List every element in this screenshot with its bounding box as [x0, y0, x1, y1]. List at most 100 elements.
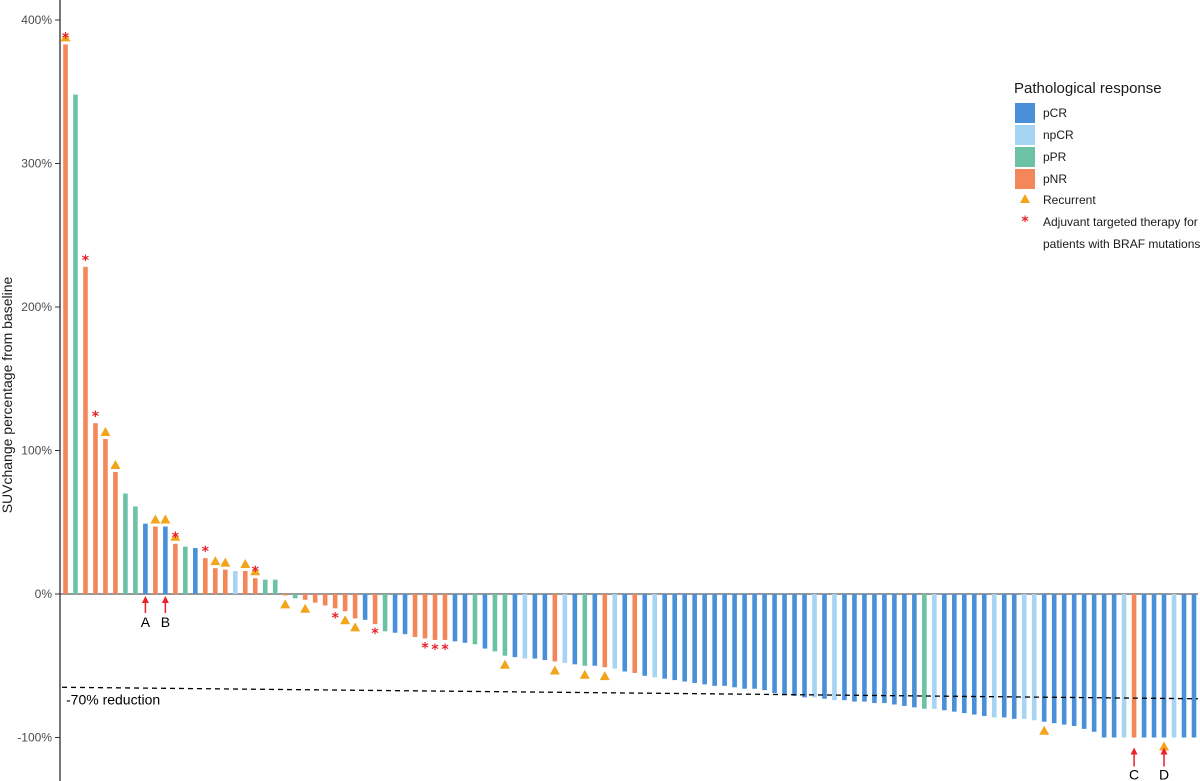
bar	[322, 594, 328, 606]
bar	[552, 594, 558, 662]
adjuvant-marker: *	[202, 544, 210, 560]
bar	[971, 594, 977, 715]
recurrent-marker	[499, 659, 510, 669]
bar	[282, 594, 288, 596]
arrow-label: C	[1129, 767, 1139, 781]
recurrent-marker	[240, 559, 251, 569]
bar	[1161, 594, 1167, 738]
bar	[392, 594, 398, 633]
y-tick-label: 100%	[21, 444, 52, 458]
bar	[123, 493, 128, 594]
bar	[702, 594, 707, 685]
legend-label-adjuvant-2: patients with BRAF mutations	[1043, 237, 1200, 251]
bar	[73, 94, 78, 595]
bar	[492, 594, 498, 652]
bar	[432, 594, 438, 640]
bar	[242, 571, 248, 594]
legend-title: Pathological response	[1014, 80, 1162, 97]
adjuvant-marker: *	[252, 564, 260, 580]
bar	[612, 594, 618, 669]
bar	[642, 594, 648, 676]
bar	[682, 594, 687, 682]
bar	[252, 578, 258, 594]
adjuvant-marker: *	[421, 640, 429, 656]
bar	[113, 472, 118, 594]
arrow-label: A	[141, 614, 151, 630]
bar	[133, 506, 138, 594]
bar	[163, 526, 168, 594]
y-axis: 400% 300% 200% 100% 0% -100% SUVchange percen…	[0, 0, 61, 781]
legend-label-adjuvant-1: Adjuvant targeted therapy for	[1043, 215, 1198, 229]
bar	[1061, 594, 1067, 725]
legend-label-ppr: pPR	[1043, 150, 1067, 164]
bar	[1041, 594, 1047, 722]
recurrent-marker	[250, 566, 261, 576]
adjuvant-marker: *	[331, 610, 339, 626]
arrow-head	[141, 596, 149, 603]
bar	[342, 594, 348, 612]
bar	[922, 594, 927, 709]
recurrent-marker	[160, 514, 171, 524]
legend-swatch-ppr	[1015, 147, 1035, 167]
y-tick-label: 300%	[21, 157, 52, 171]
bar	[93, 423, 98, 594]
recurrent-marker	[340, 615, 351, 625]
recurrent-marker	[579, 669, 590, 679]
legend-label-pnr: pNR	[1043, 172, 1067, 186]
recurrent-marker	[170, 531, 181, 541]
recurrent-marker	[1159, 741, 1170, 751]
legend-recurrent-icon	[1020, 194, 1030, 203]
bar	[1171, 594, 1177, 738]
bar	[542, 594, 548, 661]
bar	[732, 594, 737, 688]
bar	[862, 594, 867, 702]
adjuvant-marker: *	[92, 409, 100, 425]
bar	[83, 266, 88, 594]
adjuvant-marker: *	[172, 530, 180, 546]
bar	[362, 594, 368, 620]
bar	[892, 594, 897, 705]
bar	[173, 543, 178, 594]
legend-label-npcr: npCR	[1043, 128, 1074, 142]
bar	[63, 44, 68, 594]
y-tick-label: 200%	[21, 300, 52, 314]
recurrent-marker	[350, 622, 361, 632]
bar	[652, 594, 658, 678]
y-tick-label: 400%	[21, 13, 52, 27]
bar	[852, 594, 857, 702]
arrow-c: C	[1129, 747, 1139, 781]
arrow-head	[1130, 747, 1138, 755]
bar	[292, 594, 298, 599]
bar	[582, 594, 588, 666]
bar	[602, 594, 608, 668]
bar	[722, 594, 727, 686]
reference-line	[61, 686, 1199, 700]
bar	[1151, 594, 1157, 738]
bar	[802, 594, 807, 698]
bar	[562, 594, 568, 663]
bar	[1091, 594, 1097, 732]
bar	[352, 594, 358, 619]
bar	[143, 523, 148, 594]
bar	[452, 594, 458, 642]
bar	[1011, 594, 1017, 719]
y-tick-label: -100%	[17, 731, 52, 745]
bar	[372, 594, 378, 625]
arrow-label: D	[1159, 767, 1169, 781]
bar	[512, 594, 518, 658]
bar	[482, 594, 488, 649]
bar	[772, 594, 777, 694]
bar	[422, 594, 428, 639]
bar	[742, 594, 747, 689]
bar	[532, 594, 538, 659]
adjuvant-marker: *	[62, 30, 70, 46]
bar	[183, 546, 188, 594]
bar	[932, 594, 937, 709]
bar	[332, 594, 338, 609]
bar	[213, 568, 218, 594]
bar	[1191, 594, 1197, 738]
bar	[672, 594, 677, 681]
bar	[632, 594, 638, 673]
arrow-head	[161, 596, 169, 603]
